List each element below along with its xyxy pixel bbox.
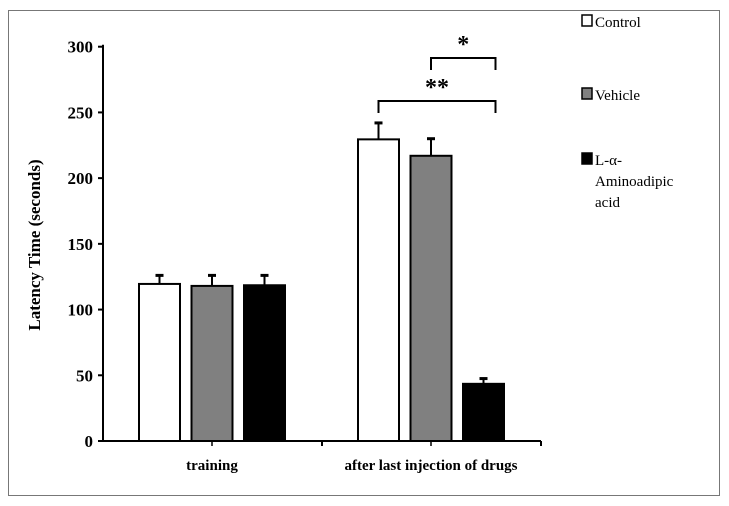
bar-vehicle: [409, 154, 453, 442]
y-tick-label: 0: [85, 432, 94, 451]
y-tick-label: 300: [68, 38, 94, 57]
bar-control: [357, 138, 400, 442]
legend-label: Vehicle: [595, 88, 640, 104]
bar-control: [138, 282, 181, 442]
legend-label: acid: [595, 195, 620, 211]
y-tick-label: 250: [68, 103, 94, 122]
x-tick-label: training: [186, 458, 238, 474]
chart-frame: [8, 10, 720, 496]
significance-label: *: [457, 32, 469, 58]
significance-label: **: [425, 75, 449, 101]
significance-bracket: [430, 57, 497, 70]
bar-l-aminoadipic-acid: [462, 382, 505, 443]
bar-vehicle: [190, 284, 234, 442]
bar-l-aminoadipic-acid: [243, 284, 286, 442]
legend-label: L-α-: [595, 153, 622, 169]
y-tick-label: 100: [68, 301, 94, 320]
x-tick-label: after last injection of drugs: [344, 458, 517, 474]
y-tick-label: 200: [68, 169, 94, 188]
legend-swatch: [581, 14, 593, 27]
y-tick-label: 150: [68, 235, 94, 254]
legend-label: Control: [595, 15, 641, 31]
legend-swatch: [581, 87, 593, 100]
y-axis-label: Latency Time (seconds): [25, 159, 44, 330]
legend-swatch: [581, 152, 593, 165]
y-tick-label: 50: [76, 366, 93, 385]
significance-bracket: [377, 100, 497, 113]
legend-label: Aminoadipic: [595, 174, 674, 190]
